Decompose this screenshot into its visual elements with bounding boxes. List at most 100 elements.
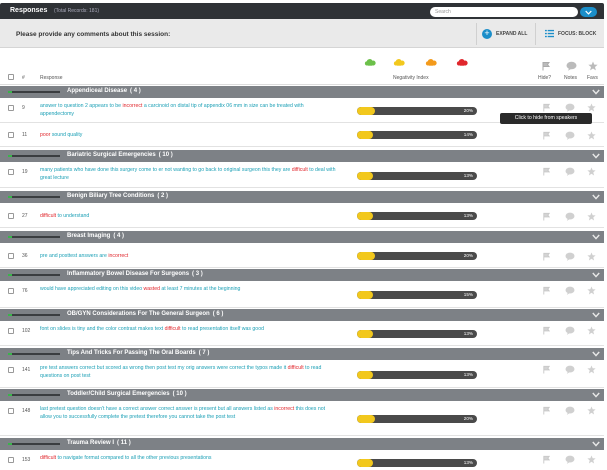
row-number: 76 bbox=[22, 288, 28, 294]
row-checkbox[interactable] bbox=[8, 169, 14, 175]
response-segment: a carcinoid on distal tip of appendix 06… bbox=[40, 103, 304, 117]
negativity-fill bbox=[357, 131, 373, 139]
row-checkbox[interactable] bbox=[8, 457, 14, 463]
response-segment: this does not allow you to successfully … bbox=[40, 406, 326, 420]
favorite-star-icon[interactable] bbox=[587, 212, 596, 221]
group-header[interactable]: Breast Imaging( 4 ) bbox=[0, 231, 604, 243]
table-row: 141 pre test answers correct but scored a… bbox=[0, 361, 604, 388]
row-checkbox[interactable] bbox=[8, 408, 14, 414]
search-placeholder: Search bbox=[435, 9, 451, 15]
hide-tooltip: Click to hide from speakers bbox=[500, 113, 592, 124]
notes-icon[interactable] bbox=[565, 252, 575, 261]
row-checkbox[interactable] bbox=[8, 213, 14, 219]
chevron-down-icon[interactable] bbox=[592, 351, 600, 357]
group-header[interactable]: Bariatric Surgical Emergencies( 10 ) bbox=[0, 150, 604, 162]
row-number: 141 bbox=[22, 367, 31, 373]
negativity-fill bbox=[357, 371, 373, 379]
response-text: would have appreciated editing on this v… bbox=[40, 285, 336, 293]
hide-flag-icon[interactable] bbox=[542, 131, 551, 140]
hide-flag-icon[interactable] bbox=[542, 365, 551, 374]
negative-keyword: wasted bbox=[143, 286, 160, 292]
group-header[interactable]: Benign Biliary Tree Conditions( 2 ) bbox=[0, 191, 604, 203]
response-text: last pretest question doesn't have a cor… bbox=[40, 405, 336, 421]
notes-icon[interactable] bbox=[565, 455, 575, 464]
group-header[interactable]: Toddler/Child Surgical Emergencies( 10 ) bbox=[0, 389, 604, 401]
hide-flag-icon[interactable] bbox=[542, 406, 551, 415]
hide-flag-icon[interactable] bbox=[542, 103, 551, 112]
hide-flag-icon[interactable] bbox=[542, 167, 551, 176]
chevron-down-icon[interactable] bbox=[592, 194, 600, 200]
hide-flag-icon[interactable] bbox=[542, 286, 551, 295]
chevron-down-icon[interactable] bbox=[592, 234, 600, 240]
notes-icon[interactable] bbox=[565, 167, 575, 176]
notes-icon[interactable] bbox=[565, 131, 575, 140]
response-text: many patients who have done this surgery… bbox=[40, 166, 336, 182]
group-title: Bariatric Surgical Emergencies bbox=[67, 152, 156, 158]
negativity-percent: 13% bbox=[463, 372, 473, 377]
favorite-star-icon[interactable] bbox=[587, 455, 596, 464]
group-count: ( 10 ) bbox=[158, 152, 173, 158]
speech-bubble-icon bbox=[566, 61, 577, 71]
negative-keyword: poor bbox=[40, 132, 51, 138]
negative-keyword: incorrect bbox=[274, 406, 295, 412]
search-button[interactable] bbox=[580, 7, 597, 17]
notes-icon[interactable] bbox=[565, 212, 575, 221]
row-checkbox[interactable] bbox=[8, 328, 14, 334]
group-progress-bar bbox=[8, 236, 60, 238]
row-checkbox[interactable] bbox=[8, 132, 14, 138]
group-header[interactable]: Trauma Review I( 11 ) bbox=[0, 438, 604, 450]
favorite-star-icon[interactable] bbox=[587, 326, 596, 335]
group-name: Bariatric Surgical Emergencies( 10 ) bbox=[67, 152, 173, 158]
group-progress-bar bbox=[8, 196, 60, 198]
notes-icon[interactable] bbox=[565, 103, 575, 112]
group-header[interactable]: OB/GYN Considerations For The General Su… bbox=[0, 309, 604, 321]
group-header[interactable]: Appendiceal Disease( 4 ) bbox=[0, 86, 604, 98]
negativity-gauge: 13% bbox=[357, 459, 477, 467]
row-number: 9 bbox=[22, 105, 25, 111]
table-row: 148 last pretest question doesn't have a … bbox=[0, 402, 604, 436]
hide-flag-icon[interactable] bbox=[542, 455, 551, 464]
focus-block-button[interactable]: FOCUS: BLOCK bbox=[535, 23, 604, 45]
group-name: OB/GYN Considerations For The General Su… bbox=[67, 311, 223, 317]
favorite-star-icon[interactable] bbox=[587, 131, 596, 140]
row-checkbox[interactable] bbox=[8, 253, 14, 259]
favorite-star-icon[interactable] bbox=[587, 252, 596, 261]
row-number: 11 bbox=[22, 132, 28, 138]
expand-all-button[interactable]: + EXPAND ALL bbox=[476, 23, 534, 45]
notes-icon[interactable] bbox=[565, 326, 575, 335]
total-records: (Total Records: 181) bbox=[54, 8, 100, 14]
hide-flag-icon[interactable] bbox=[542, 252, 551, 261]
chevron-down-icon[interactable] bbox=[592, 441, 600, 447]
favorite-star-icon[interactable] bbox=[587, 365, 596, 374]
negativity-gauge: 20% bbox=[357, 107, 477, 115]
star-icon bbox=[588, 61, 598, 71]
favorite-star-icon[interactable] bbox=[587, 286, 596, 295]
chevron-down-icon[interactable] bbox=[592, 89, 600, 95]
group-header[interactable]: Tips And Tricks For Passing The Oral Boa… bbox=[0, 348, 604, 360]
negativity-percent: 20% bbox=[463, 253, 473, 258]
group-count: ( 2 ) bbox=[157, 193, 169, 199]
negativity-fill bbox=[357, 291, 373, 299]
response-segment: answer to question 2 appears to be bbox=[40, 103, 123, 109]
chevron-down-icon[interactable] bbox=[592, 272, 600, 278]
favorite-star-icon[interactable] bbox=[587, 167, 596, 176]
notes-icon[interactable] bbox=[565, 286, 575, 295]
notes-icon[interactable] bbox=[565, 406, 575, 415]
response-segment: font on slides is tiny and the color con… bbox=[40, 326, 165, 332]
chevron-down-icon[interactable] bbox=[592, 153, 600, 159]
select-all-checkbox[interactable] bbox=[8, 74, 14, 80]
group-header[interactable]: Inflammatory Bowel Disease For Surgeons(… bbox=[0, 269, 604, 281]
row-checkbox[interactable] bbox=[8, 367, 14, 373]
favorite-star-icon[interactable] bbox=[587, 406, 596, 415]
hide-flag-icon[interactable] bbox=[542, 326, 551, 335]
hide-flag-icon[interactable] bbox=[542, 212, 551, 221]
row-checkbox[interactable] bbox=[8, 105, 14, 111]
chevron-down-icon[interactable] bbox=[592, 312, 600, 318]
row-checkbox[interactable] bbox=[8, 288, 14, 294]
favorite-star-icon[interactable] bbox=[587, 103, 596, 112]
group-progress-bar bbox=[8, 155, 60, 157]
chevron-down-icon[interactable] bbox=[592, 392, 600, 398]
negativity-gauge: 13% bbox=[357, 371, 477, 379]
search-input[interactable]: Search bbox=[430, 7, 578, 17]
notes-icon[interactable] bbox=[565, 365, 575, 374]
